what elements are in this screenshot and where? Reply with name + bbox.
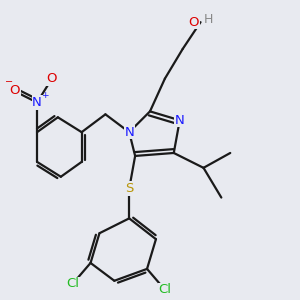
- Text: N: N: [32, 96, 42, 109]
- Text: +: +: [41, 91, 48, 100]
- Text: Cl: Cl: [158, 283, 171, 296]
- Text: N: N: [175, 114, 184, 127]
- Text: N: N: [124, 126, 134, 139]
- Text: H: H: [203, 13, 213, 26]
- Text: Cl: Cl: [66, 277, 79, 290]
- Text: S: S: [125, 182, 134, 195]
- Text: O: O: [10, 84, 20, 97]
- Text: O: O: [47, 72, 57, 85]
- Text: −: −: [5, 76, 13, 87]
- Text: O: O: [188, 16, 199, 29]
